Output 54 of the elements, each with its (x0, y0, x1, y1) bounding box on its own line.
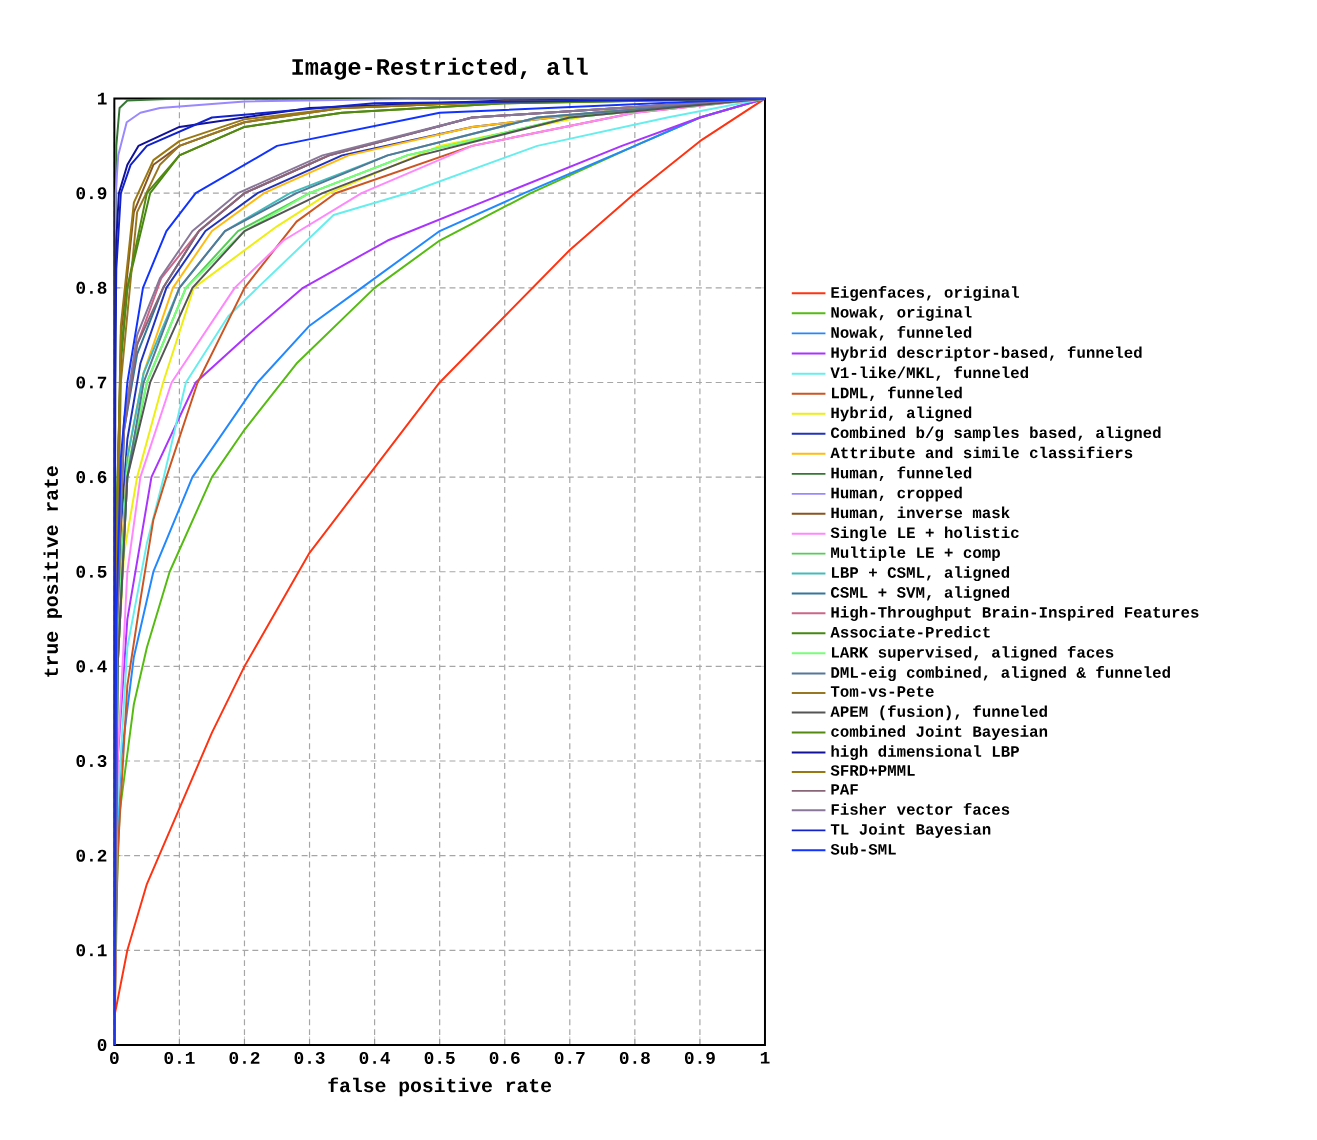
y-tick-label: 0.2 (76, 849, 107, 862)
legend-label: LDML, funneled (832, 386, 962, 402)
legend-label: APEM (fusion), funneled (830, 705, 1047, 721)
x-tick-label: 0.7 (554, 1052, 585, 1065)
x-tick-label: 0.3 (294, 1052, 325, 1065)
legend-label: CSML + SVM, aligned (830, 586, 1010, 602)
legend-label: PAF (831, 784, 858, 795)
legend-label: Associate-Predict (830, 626, 990, 638)
x-tick-label: 0.9 (684, 1052, 715, 1065)
legend-label: Human, funneled (831, 466, 972, 482)
legend-label: Eigenfaces, original (831, 286, 1020, 302)
legend-label: Human, inverse mask (831, 506, 1010, 522)
x-tick-label: 1 (760, 1052, 770, 1064)
legend-label: Single LE + holistic (830, 526, 1019, 542)
y-tick-label: 0.9 (76, 187, 107, 200)
legend-label: Human, cropped (831, 486, 962, 502)
y-tick-label: 0.6 (76, 471, 107, 484)
legend-label: SFRD+PMML (830, 765, 915, 777)
legend-label: Hybrid descriptor-based, funneled (831, 346, 1142, 362)
y-tick-label: 0.3 (76, 755, 107, 768)
y-tick-label: 0.5 (76, 565, 107, 578)
x-tick-label: 0 (110, 1052, 119, 1065)
legend-label: Multiple LE + comp (831, 546, 1000, 562)
legend-label: High-Throughput Brain-Inspired Features (831, 606, 1199, 622)
legend-label: Nowak, original (831, 306, 972, 322)
legend-label: Sub-SML (830, 843, 896, 855)
legend-label: Combined b/g samples based, aligned (830, 426, 1161, 442)
y-axis-title: true positive rate (43, 466, 62, 677)
x-tick-label: 0.2 (229, 1052, 260, 1065)
x-tick-label: 0.6 (489, 1052, 520, 1065)
legend-label: DML-eig combined, aligned & funneled (831, 666, 1170, 682)
legend-label: Hybrid, aligned (831, 406, 972, 422)
x-tick-label: 0.4 (359, 1052, 391, 1065)
x-tick-label: 0.1 (164, 1052, 195, 1065)
legend-label: V1-like/MKL, funneled (830, 366, 1029, 381)
legend-label: LBP + CSML, aligned (832, 566, 1010, 582)
x-tick-label: 0.8 (619, 1052, 650, 1065)
x-axis-title: false positive rate (328, 1077, 552, 1097)
y-tick-label: 0.7 (76, 376, 107, 389)
x-tick-label: 0.5 (424, 1052, 455, 1065)
y-tick-label: 0 (97, 1039, 107, 1052)
legend-label: TL Joint Bayesian (830, 823, 991, 839)
legend-label: LARK supervised, aligned faces (832, 646, 1114, 662)
legend-label: combined Joint Bayesian (831, 725, 1048, 741)
y-tick-label: 1 (97, 92, 107, 105)
legend-label: Nowak, funneled (831, 326, 972, 341)
y-tick-label: 0.8 (76, 282, 107, 295)
y-tick-label: 0.1 (76, 944, 107, 957)
legend-label: Attribute and simile classifiers (830, 446, 1133, 459)
legend-label: high dimensional LBP (831, 745, 1019, 761)
chart-title: Image-Restricted, all (292, 57, 588, 80)
legend-label: Tom-vs-Pete (830, 686, 934, 698)
y-tick-label: 0.4 (76, 660, 107, 673)
legend-label: Fisher vector faces (831, 803, 1010, 816)
